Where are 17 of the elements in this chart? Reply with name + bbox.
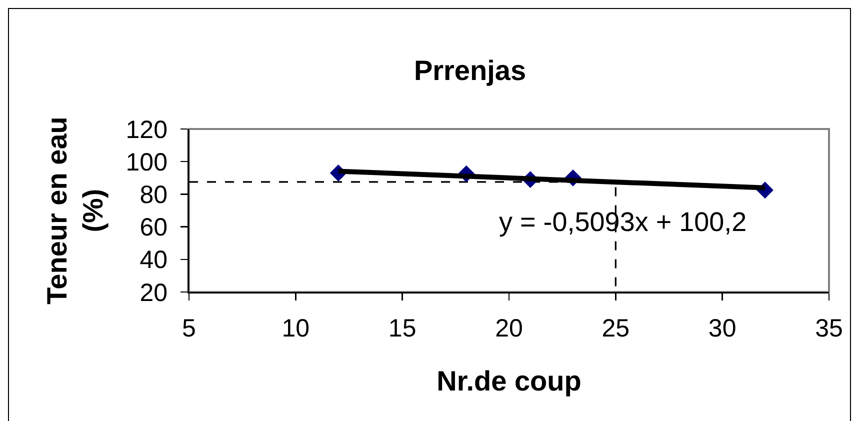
x-tick-label: 35 <box>815 314 843 342</box>
x-tick-label: 25 <box>602 314 630 342</box>
annotation: y = -0,5093x + 100,2 <box>499 207 747 237</box>
y-axis-title: Teneur en eau (%) <box>41 116 109 304</box>
y-tick-label: 40 <box>140 246 168 274</box>
x-tick-label: 30 <box>708 314 736 342</box>
x-tick-label: 10 <box>282 314 310 342</box>
y-tick-label: 120 <box>126 116 168 144</box>
y-tick-label: 60 <box>140 214 168 242</box>
x-tick-label: 5 <box>182 314 196 342</box>
y-tick-label: 100 <box>126 148 168 176</box>
y-tick-label: 80 <box>140 180 168 209</box>
x-axis-title: Nr.de coup <box>436 365 582 396</box>
x-tick-label: 15 <box>388 314 416 342</box>
x-tick-label: 20 <box>495 314 523 342</box>
y-tick-label: 20 <box>140 278 168 307</box>
chart-title: Prrenjas <box>414 54 526 86</box>
